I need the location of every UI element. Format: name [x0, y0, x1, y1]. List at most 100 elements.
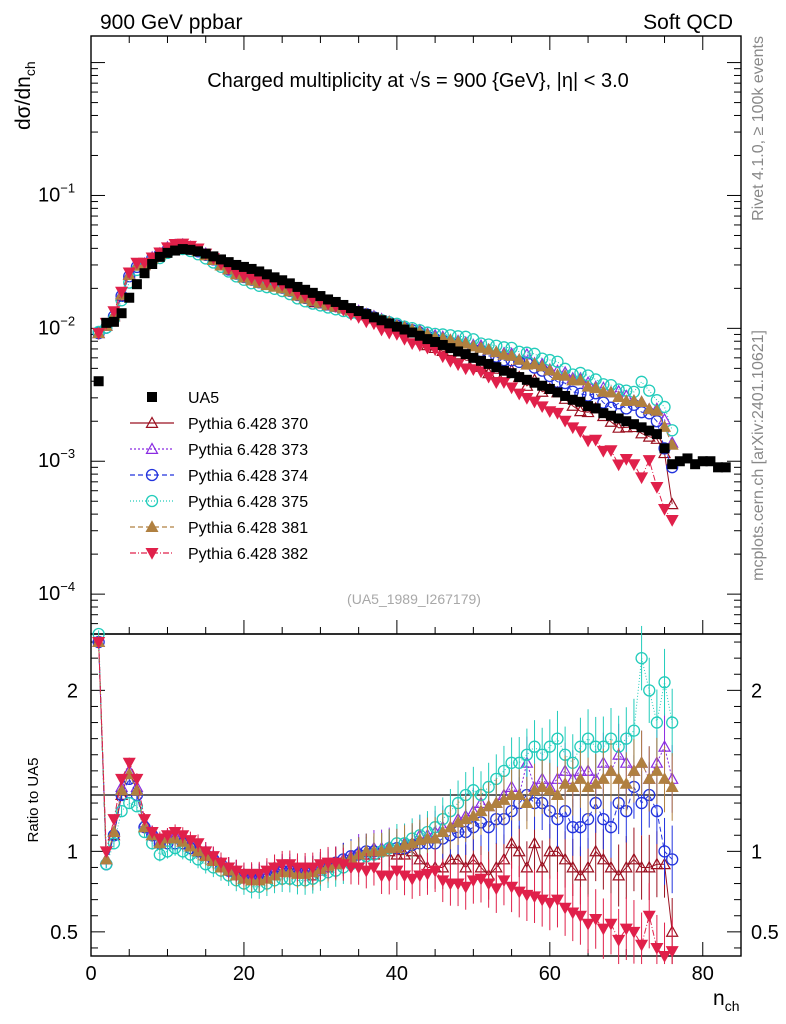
data-point: [307, 287, 318, 298]
data-point: [338, 299, 349, 310]
data-point: [537, 380, 548, 391]
series-pythia-6-428-375: [92, 242, 679, 899]
ratio-point: [550, 844, 564, 857]
data-point: [300, 284, 311, 295]
ratio-point: [130, 800, 144, 813]
ratio-y-tick-label: 0.5: [50, 922, 78, 944]
data-point: [682, 453, 693, 464]
data-point: [590, 403, 601, 414]
top-y-axis-ticks: 10−110−210−310−4: [38, 62, 741, 625]
data-point: [598, 408, 609, 419]
ratio-point: [275, 859, 289, 871]
data-point: [560, 390, 571, 401]
data-point: [491, 362, 502, 373]
data-point: [659, 443, 670, 454]
data-point: [124, 292, 135, 303]
data-point: [636, 422, 647, 433]
data-point: [437, 339, 448, 350]
ratio-point: [359, 865, 373, 878]
top-y-tick-label-mantissa: 10: [38, 184, 60, 206]
data-point: [430, 336, 441, 347]
top-y-tick-label-exponent: −3: [60, 446, 75, 461]
legend-marker: [145, 416, 159, 428]
series-line: [98, 244, 673, 443]
analysis-tag: (UA5_1989_I267179): [347, 591, 481, 607]
top-y-axis-label-main: dσ/dn: [12, 76, 35, 130]
data-point: [131, 279, 142, 290]
data-point: [269, 272, 280, 283]
data-point: [667, 459, 678, 470]
ratio-point: [543, 844, 557, 857]
ratio-y-tick-label-right: 2: [751, 680, 762, 702]
ratio-point: [375, 870, 389, 883]
data-point: [238, 261, 249, 272]
ratio-point: [650, 857, 664, 870]
ratio-point: [558, 852, 572, 865]
data-point: [498, 365, 509, 376]
top-y-tick-label: 10−4: [38, 579, 75, 605]
ratio-point: [597, 813, 610, 826]
data-point: [315, 291, 326, 302]
ratio-point: [153, 833, 167, 846]
data-point: [208, 251, 219, 262]
header-left: 900 GeV ppbar: [100, 11, 242, 34]
ratio-y-tick-label: 2: [67, 680, 78, 702]
series-ua5-data: [93, 244, 731, 473]
data-point: [231, 259, 242, 270]
legend-marker: [145, 520, 159, 533]
data-point: [200, 248, 211, 259]
data-point: [108, 316, 119, 327]
data-point: [627, 394, 641, 406]
data-point: [642, 402, 656, 415]
data-point: [422, 334, 433, 345]
data-point: [583, 401, 594, 412]
top-y-tick-label-exponent: −2: [60, 313, 75, 328]
x-axis-ticks: 0 20 40 60 80: [85, 36, 742, 985]
data-point: [277, 275, 288, 286]
data-point: [246, 263, 257, 274]
data-point: [284, 278, 295, 289]
legend-label-ua5: UA5: [188, 390, 219, 407]
ratio-point: [604, 821, 618, 834]
ratio-point: [573, 772, 587, 784]
data-point: [521, 374, 532, 385]
data-point: [459, 336, 473, 349]
ratio-point: [313, 859, 327, 871]
data-point: [353, 306, 364, 317]
data-point: [628, 419, 639, 430]
ratio-point: [505, 836, 519, 849]
legend-marker-ua5: [147, 392, 157, 402]
ratio-point: [528, 740, 541, 753]
data-point: [575, 396, 586, 407]
data-point: [460, 349, 471, 360]
data-point: [596, 445, 610, 458]
side-text-bottom: mcplots.cern.ch [arXiv:2401.10621]: [750, 330, 767, 581]
data-point: [361, 309, 372, 320]
ratio-point: [658, 845, 671, 858]
x-axis-label-sub: ch: [725, 998, 740, 1014]
ratio-point: [658, 676, 671, 689]
data-point: [147, 258, 158, 269]
ratio-point: [627, 724, 641, 737]
ratio-y-tick-label-right: 1: [751, 841, 762, 863]
data-point: [216, 254, 226, 265]
ratio-point: [650, 942, 664, 955]
top-y-axis-label: dσ/dnch: [12, 61, 38, 130]
x-tick-label: 40: [386, 963, 408, 985]
legend-marker: [145, 468, 159, 482]
ratio-y-axis-ticks: 0.5 0.5 1 1 2 2: [50, 641, 779, 949]
data-point: [116, 308, 127, 319]
ratio-point: [413, 870, 427, 883]
ratio-point: [665, 780, 679, 792]
data-point: [170, 245, 181, 256]
data-point: [414, 330, 425, 341]
data-point: [551, 355, 564, 368]
top-y-tick-label: 10−1: [38, 180, 75, 206]
ratio-point: [420, 831, 434, 844]
data-point: [581, 435, 595, 448]
ratio-point: [581, 732, 595, 745]
data-point: [529, 377, 540, 388]
ratio-point: [123, 796, 136, 810]
ratio-point: [306, 862, 320, 875]
data-point: [558, 415, 572, 428]
